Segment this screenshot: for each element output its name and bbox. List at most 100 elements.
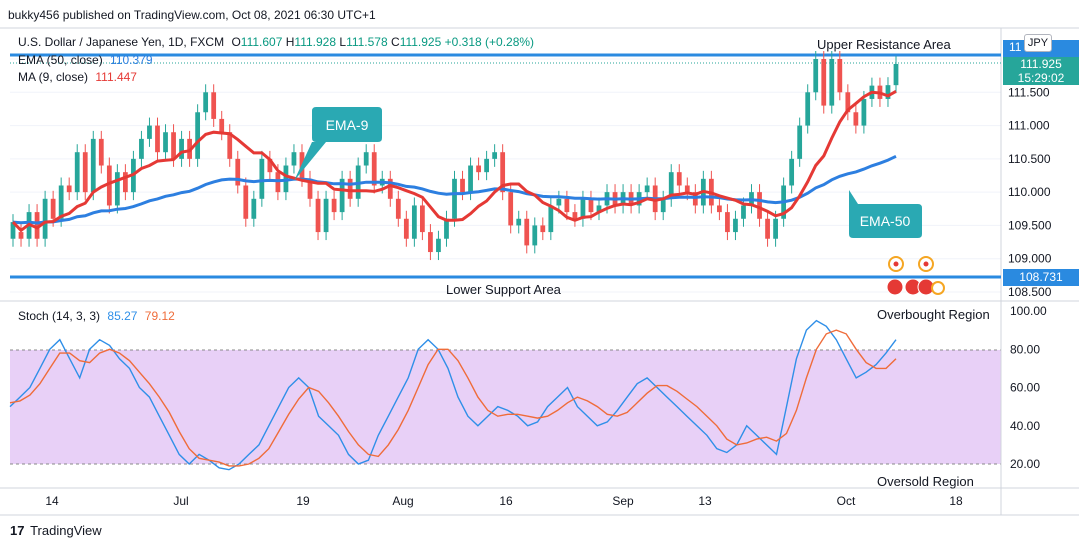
time-tick-label: 18 xyxy=(949,494,963,508)
candle-body xyxy=(733,218,738,233)
ema50-line xyxy=(12,154,897,225)
candle-body xyxy=(171,132,176,159)
close-label: C xyxy=(391,35,400,49)
change-value: +0.318 (+0.28%) xyxy=(444,35,535,49)
candle-body xyxy=(411,205,417,239)
candle-body xyxy=(291,152,297,166)
candle-body xyxy=(227,132,233,159)
candle-body xyxy=(339,178,345,213)
candle-body xyxy=(460,178,465,193)
candle-body xyxy=(235,158,241,186)
candle-body xyxy=(267,158,273,173)
candle-body xyxy=(371,152,377,186)
candle-body xyxy=(34,212,40,239)
event-dot-icon xyxy=(931,281,945,295)
candle-body xyxy=(580,198,586,219)
candle-body xyxy=(444,218,449,239)
upper-resistance-label: Upper Resistance Area xyxy=(817,37,951,52)
candle-body xyxy=(837,59,843,93)
candle-body xyxy=(420,205,425,233)
candle-body xyxy=(428,232,433,253)
stoch-tick-label: 100.00 xyxy=(1010,304,1047,318)
price-tick-label: 109.000 xyxy=(1008,252,1052,266)
stoch-legend-label: Stoch (14, 3, 3) xyxy=(18,309,101,323)
candle-body xyxy=(114,172,120,206)
candle-body xyxy=(813,59,819,93)
ma9-legend: MA (9, close) 111.447 xyxy=(18,70,137,84)
candles xyxy=(10,51,899,261)
stoch-tick-label: 60.00 xyxy=(1010,381,1040,395)
stoch-d-value: 79.12 xyxy=(144,309,175,323)
low-label: L xyxy=(339,35,347,49)
support-price-badge: 108.731 xyxy=(1003,269,1079,286)
candle-body xyxy=(476,165,481,173)
candle-body xyxy=(122,172,128,193)
candle-body xyxy=(403,218,409,239)
candle-body xyxy=(885,85,891,99)
candle-body xyxy=(106,165,112,206)
candle-body xyxy=(829,59,835,106)
ema50-legend-label: EMA (50, close) xyxy=(18,53,103,67)
candle-body xyxy=(74,152,80,193)
candle-body xyxy=(90,138,96,193)
currency-badge[interactable]: JPY xyxy=(1024,34,1052,52)
candle-body xyxy=(548,205,554,233)
ma9-legend-label: MA (9, close) xyxy=(18,70,89,84)
open-value: 111.607 xyxy=(240,35,283,49)
candle-body xyxy=(845,92,851,113)
ema50-legend: EMA (50, close) 110.379 xyxy=(18,53,153,67)
event-icons xyxy=(886,256,945,296)
candle-body xyxy=(219,118,225,133)
candle-body xyxy=(323,198,329,233)
price-tick-label: 108.500 xyxy=(1008,285,1052,299)
time-tick-label: Oct xyxy=(837,494,856,508)
candle-body xyxy=(452,178,457,219)
stoch-tick-label: 80.00 xyxy=(1010,342,1040,356)
price-tick-label: 111.500 xyxy=(1008,85,1050,99)
candle-body xyxy=(773,218,778,239)
high-label: H xyxy=(285,35,295,49)
candle-body xyxy=(853,112,859,126)
candle-body xyxy=(259,158,265,199)
candle-body xyxy=(58,185,64,219)
candle-body xyxy=(82,152,88,193)
stoch-tick-label: 40.00 xyxy=(1010,419,1040,433)
close-value: 111.925 xyxy=(399,35,442,49)
candle-body xyxy=(139,138,144,159)
candle-body xyxy=(18,232,24,239)
candle-body xyxy=(42,198,48,239)
us-flag-icon xyxy=(886,278,904,296)
candle-body xyxy=(66,185,72,193)
candle-body xyxy=(596,205,602,213)
candle-body xyxy=(644,185,650,193)
stoch-d-line xyxy=(9,329,897,467)
ma9-line xyxy=(11,89,897,233)
candle-body xyxy=(195,112,201,159)
candle-body xyxy=(98,138,104,166)
candle-body xyxy=(243,185,249,219)
ema50-callout: EMA-50 xyxy=(849,190,922,238)
high-value: 111.928 xyxy=(294,35,337,49)
time-tick-label: 13 xyxy=(698,494,712,508)
ma9-legend-value: 111.447 xyxy=(95,70,137,84)
low-value: 111.578 xyxy=(346,35,388,49)
oversold-label: Oversold Region xyxy=(877,474,974,489)
candle-body xyxy=(797,125,803,159)
candle-body xyxy=(387,178,393,199)
tradingview-brand-text: TradingView xyxy=(30,523,102,538)
candle-body xyxy=(508,192,514,226)
candle-body xyxy=(524,218,530,246)
stoch-axis-ticks: 100.00 80.00 60.00 40.00 20.00 xyxy=(1010,304,1047,471)
candle-body xyxy=(765,218,770,239)
tradingview-logo[interactable]: 17 TradingView xyxy=(10,523,102,538)
candle-body xyxy=(211,92,217,119)
candle-body xyxy=(556,198,562,206)
candle-body xyxy=(805,92,811,126)
stoch-band xyxy=(10,350,1001,464)
candle-body xyxy=(861,98,867,126)
stoch-legend: Stoch (14, 3, 3) 85.27 79.12 xyxy=(18,309,175,323)
candle-body xyxy=(163,132,168,153)
time-axis-ticks: 14 Jul 19 Aug 16 Sep 13 Oct 18 xyxy=(45,494,963,508)
candle-body xyxy=(660,198,666,213)
